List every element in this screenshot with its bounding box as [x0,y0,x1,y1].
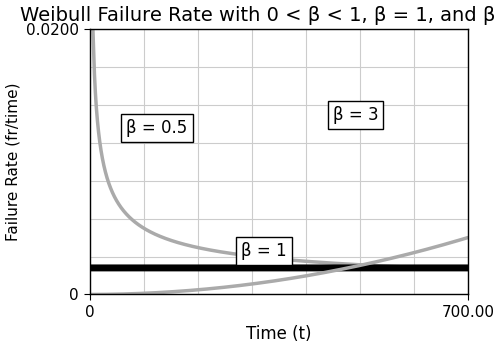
Text: β = 0.5: β = 0.5 [126,119,188,138]
Text: β = 3: β = 3 [333,106,378,124]
Title: Weibull Failure Rate with 0 < β < 1, β = 1, and β > 1: Weibull Failure Rate with 0 < β < 1, β =… [20,6,500,24]
Text: β = 1: β = 1 [241,242,286,260]
Y-axis label: Failure Rate (fr/time): Failure Rate (fr/time) [6,82,20,241]
X-axis label: Time (t): Time (t) [246,326,312,343]
